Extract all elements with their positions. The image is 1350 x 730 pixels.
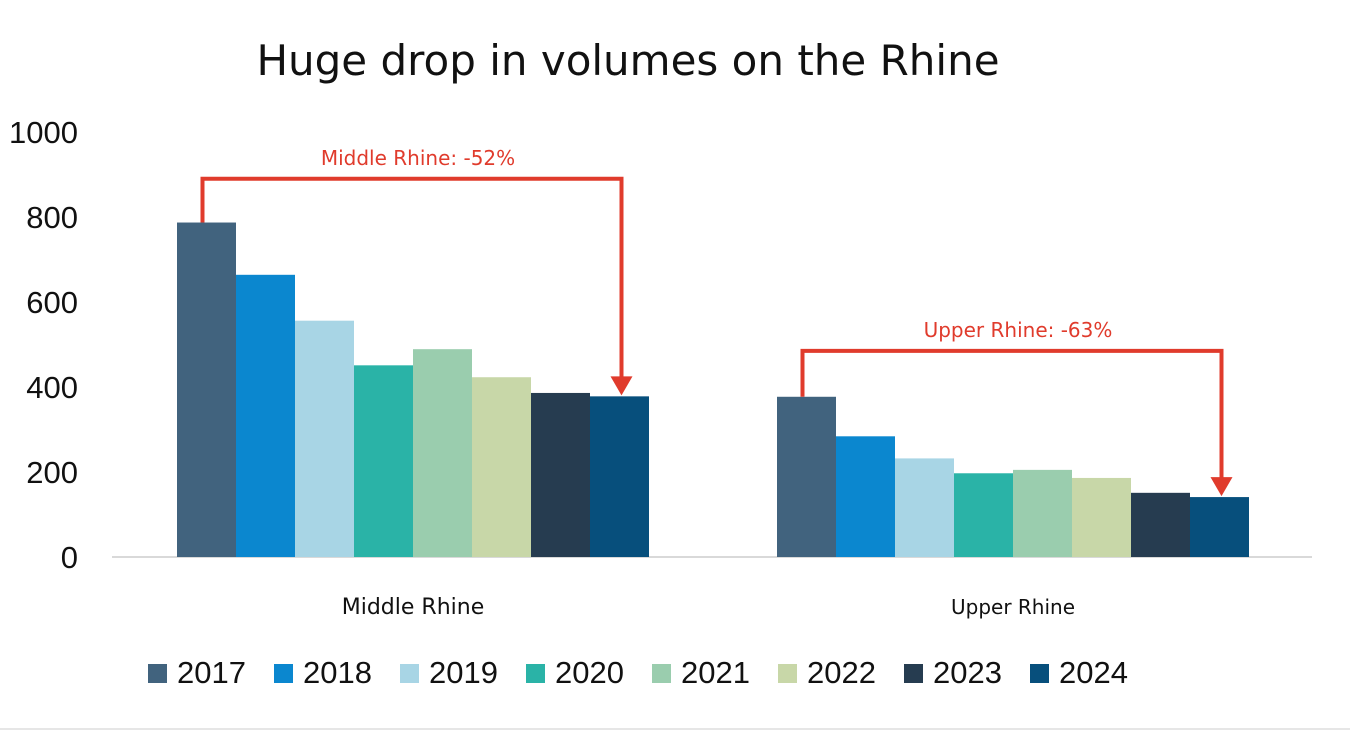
y-tick-label: 800 <box>26 200 78 235</box>
legend-item-2020: 2020 <box>526 655 624 691</box>
legend-swatch <box>652 663 671 683</box>
annotation-label: Middle Rhine: -52% <box>321 146 515 170</box>
bar-2020-upper-rhine <box>954 473 1013 557</box>
y-tick-label: 0 <box>61 540 78 575</box>
x-category-label: Middle Rhine <box>342 595 484 620</box>
bars <box>177 222 1249 557</box>
legend-label: 2020 <box>555 655 624 690</box>
bar-2021-middle-rhine <box>413 349 472 557</box>
bar-2019-middle-rhine <box>295 320 354 557</box>
legend-label: 2023 <box>933 655 1002 690</box>
bar-2019-upper-rhine <box>895 458 954 557</box>
y-tick-label: 200 <box>26 455 78 490</box>
legend-swatch <box>904 663 923 683</box>
bar-2017-upper-rhine <box>777 396 836 557</box>
y-tick-label: 400 <box>26 370 78 405</box>
legend-swatch <box>1030 663 1049 683</box>
annotation-bracket <box>200 176 624 381</box>
bar-2022-middle-rhine <box>472 377 531 557</box>
y-tick-label: 600 <box>26 285 78 320</box>
legend-label: 2024 <box>1059 655 1128 690</box>
legend-item-2023: 2023 <box>904 655 1002 691</box>
chart-title: Huge drop in volumes on the Rhine <box>256 36 1000 85</box>
annotations: Middle Rhine: -52% Upper Rhine: -63% <box>200 146 1233 497</box>
legend-item-2017: 2017 <box>148 655 246 691</box>
legend-label: 2021 <box>681 655 750 690</box>
legend-swatch <box>526 663 545 683</box>
bar-2018-middle-rhine <box>236 274 295 557</box>
bar-2024-middle-rhine <box>590 396 649 557</box>
bar-2024-upper-rhine <box>1190 497 1249 557</box>
y-axis-ticks: 0 200 400 600 800 1000 <box>9 115 78 575</box>
legend-label: 2022 <box>807 655 876 690</box>
legend-label: 2018 <box>303 655 372 690</box>
annotation-arrowhead <box>610 376 633 396</box>
annotation-label: Upper Rhine: -63% <box>924 318 1113 342</box>
legend-swatch <box>274 663 293 683</box>
bottom-divider <box>0 728 1350 730</box>
legend-item-2022: 2022 <box>778 655 876 691</box>
bar-2021-upper-rhine <box>1013 469 1072 557</box>
x-category-label: Upper Rhine <box>951 595 1075 619</box>
legend-item-2019: 2019 <box>400 655 498 691</box>
legend-swatch <box>400 663 419 683</box>
legend-item-2021: 2021 <box>652 655 750 691</box>
legend-swatch <box>148 663 167 683</box>
annotation-bracket <box>800 348 1224 482</box>
legend-swatch <box>778 663 797 683</box>
legend-item-2018: 2018 <box>274 655 372 691</box>
legend-item-2024: 2024 <box>1030 655 1128 691</box>
bar-2017-middle-rhine <box>177 222 236 557</box>
bar-2022-upper-rhine <box>1072 477 1131 557</box>
bar-2020-middle-rhine <box>354 365 413 557</box>
legend-label: 2017 <box>177 655 246 690</box>
bar-chart: 0 200 400 600 800 1000 Middle Rhine Upper Rhin… <box>9 115 1312 620</box>
legend: 2017 2018 2019 2020 2021 2022 2023 2024 <box>0 655 1350 703</box>
x-axis-labels: Middle Rhine Upper Rhine <box>342 595 1075 620</box>
legend-label: 2019 <box>429 655 498 690</box>
bar-2023-upper-rhine <box>1131 492 1190 557</box>
bar-2023-middle-rhine <box>531 392 590 557</box>
bar-2018-upper-rhine <box>836 436 895 557</box>
y-tick-label: 1000 <box>9 115 78 150</box>
annotation-arrowhead <box>1210 477 1233 497</box>
